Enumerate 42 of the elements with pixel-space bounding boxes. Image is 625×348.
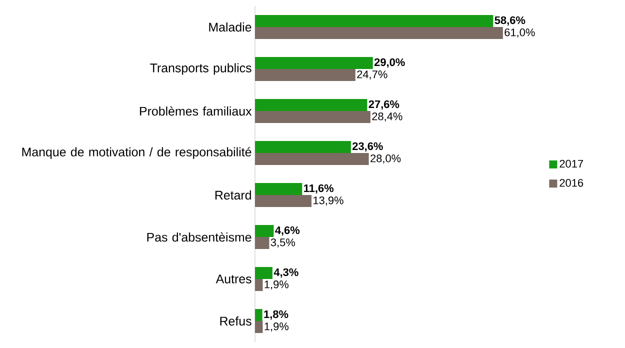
y-tick-label: Refus [220,316,252,326]
bar [255,267,272,280]
legend-label: 2016 [560,179,584,187]
data-label: 28,4% [372,112,402,122]
bar [255,195,312,208]
bar [255,153,369,166]
data-label: 1,9% [264,322,288,332]
bar [255,225,274,238]
bar [255,309,262,322]
y-tick-label: Transports publics [150,63,252,75]
y-tick-label: Pas d'absentèisme [147,232,252,242]
bar [255,27,503,40]
data-label: 61,0% [504,28,535,38]
bar [255,15,494,28]
data-label: 29,0% [374,58,405,68]
y-tick-label: Autres [216,274,252,284]
y-tick-label: Problèmes familiaux [140,106,252,116]
data-label: 24,7% [357,70,388,80]
data-label: 3,5% [270,238,295,248]
data-label: 11,6% [304,184,334,194]
data-label: 28,0% [370,154,401,164]
bar [255,99,368,112]
legend-label: 2017 [560,160,584,168]
data-label: 23,6% [352,142,383,152]
y-tick-label: Maladie [209,22,252,32]
bar [255,111,370,124]
data-label: 4,6% [275,226,300,236]
bar [255,279,263,292]
bar [255,183,302,196]
y-tick-label: Manque de motivation / de responsabilité [22,147,252,159]
bar [255,237,270,250]
bar [255,69,356,82]
data-label: 58,6% [494,16,526,26]
bar [255,321,263,334]
bar [255,57,373,70]
data-label: 1,9% [264,280,288,290]
data-label: 13,9% [314,196,344,206]
bar [255,141,351,154]
y-tick-label: Retard [215,190,251,200]
data-label: 1,8% [264,310,288,320]
data-label: 4,3% [274,268,298,278]
data-label: 27,6% [368,100,400,110]
